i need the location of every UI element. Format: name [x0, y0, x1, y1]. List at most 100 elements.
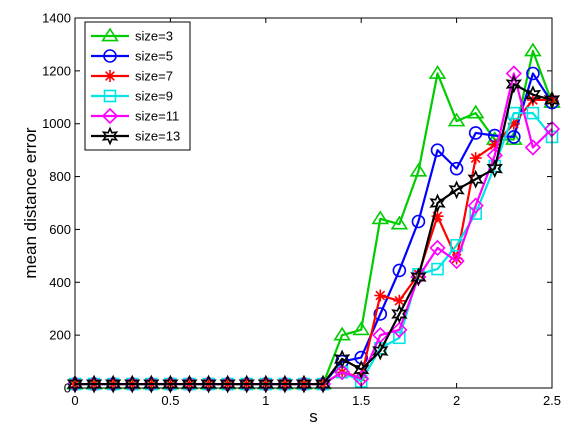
x-tick-label: 1 [262, 393, 269, 408]
x-tick-label: 1.5 [352, 393, 370, 408]
data-point [314, 374, 332, 394]
data-point [526, 93, 539, 106]
data-point [524, 42, 542, 57]
data-point [124, 374, 141, 394]
data-point [200, 374, 217, 394]
x-tick-label: 2.5 [543, 393, 561, 408]
legend-entry: size=9 [91, 89, 173, 104]
data-point [257, 374, 274, 394]
legend-label: size=7 [135, 69, 173, 84]
data-point [486, 159, 503, 179]
x-tick-label: 2 [453, 393, 460, 408]
y-tick-label: 400 [49, 275, 71, 290]
data-point [431, 262, 444, 276]
data-point [430, 143, 445, 157]
y-tick-label: 200 [49, 328, 71, 343]
data-point [526, 66, 540, 81]
y-tick-label: 1200 [42, 63, 71, 78]
data-point [428, 65, 447, 79]
data-point [429, 193, 446, 213]
series-layer [66, 42, 561, 394]
data-point [352, 321, 371, 336]
plot-frame [74, 17, 553, 389]
data-point [238, 374, 255, 394]
legend-label: size=13 [135, 129, 180, 144]
data-point [85, 374, 103, 394]
data-point [333, 326, 351, 341]
data-point [448, 253, 465, 270]
data-point [104, 374, 122, 394]
data-point [466, 104, 485, 119]
data-point [524, 139, 542, 156]
data-point [392, 263, 407, 278]
data-point [409, 162, 428, 177]
data-point [276, 374, 294, 394]
data-point [505, 74, 523, 94]
legend: size=3 size=5 size=7 size=9 size=11 size=13 [84, 21, 191, 151]
data-point [449, 161, 464, 176]
data-point [295, 374, 313, 394]
legend-marker [101, 107, 119, 125]
data-point [333, 364, 351, 381]
data-point [353, 360, 370, 379]
legend-label: size=3 [135, 29, 173, 44]
legend-entry: size=13 [91, 126, 180, 146]
data-point [371, 210, 390, 225]
ticks-layer: 0 0.5 1 1.5 2 2.5 0 200 400 600 800 1000 1200 1400 [42, 11, 561, 409]
legend-marker [103, 49, 117, 63]
data-point [410, 267, 427, 287]
y-tick-label: 800 [49, 169, 71, 184]
data-point [411, 214, 426, 229]
data-point [467, 197, 484, 214]
legend-entry: size=5 [91, 49, 173, 64]
x-axis-label: s [309, 407, 318, 426]
legend-entry: size=7 [91, 69, 173, 84]
legend-marker [103, 89, 117, 103]
y-tick-label: 600 [49, 222, 71, 237]
legend-marker [101, 126, 119, 146]
data-point [66, 374, 84, 394]
legend-box [84, 21, 191, 151]
data-point [219, 374, 236, 394]
data-point [391, 321, 408, 338]
data-point [393, 331, 406, 345]
data-point [526, 106, 540, 120]
legend-entry: size=11 [91, 107, 179, 125]
legend-label: size=9 [135, 89, 173, 104]
data-point [507, 130, 521, 144]
x-tick-label: 0.5 [161, 393, 179, 408]
data-point [469, 152, 482, 165]
data-point [524, 85, 542, 105]
series-size-13 [66, 74, 561, 394]
data-point [374, 289, 387, 302]
x-tick-label: 0 [71, 393, 78, 408]
data-point [390, 215, 409, 230]
data-point [507, 117, 520, 130]
data-point [391, 304, 408, 324]
data-point [143, 374, 160, 394]
data-point [468, 126, 483, 140]
data-point [488, 138, 501, 151]
legend-marker [104, 70, 116, 82]
data-point [447, 112, 466, 127]
data-point [448, 180, 465, 200]
data-point [373, 307, 388, 321]
data-point [333, 349, 351, 369]
data-point [393, 294, 406, 307]
data-point [162, 374, 179, 394]
legend-marker [101, 27, 119, 42]
y-tick-label: 0 [64, 381, 71, 396]
data-point [505, 131, 523, 145]
legend-entry: size=3 [91, 27, 173, 44]
data-point [505, 65, 522, 82]
legend-label: size=5 [135, 49, 173, 64]
data-point [372, 341, 389, 361]
data-point [467, 169, 484, 189]
y-axis-label: mean distance error [21, 127, 40, 279]
legend-label: size=11 [135, 109, 179, 124]
data-point [181, 374, 198, 394]
y-tick-label: 1000 [42, 116, 71, 131]
data-point [429, 239, 446, 257]
y-tick-label: 1400 [42, 11, 71, 26]
